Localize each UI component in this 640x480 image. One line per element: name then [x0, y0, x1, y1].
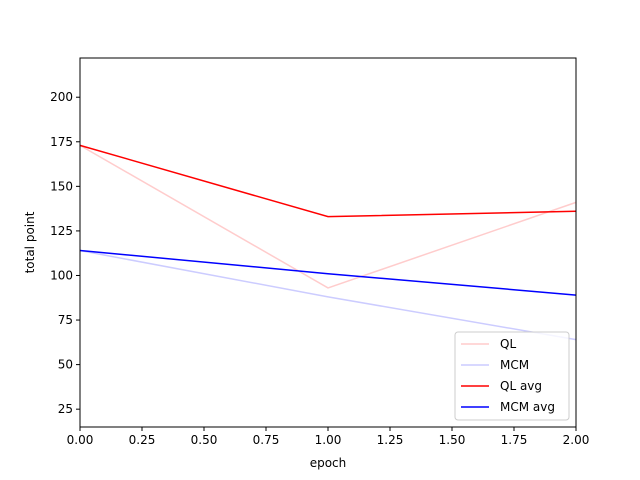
legend: QL MCM QL avg MCM avg — [454, 331, 570, 421]
y-tick-label: 25 — [58, 402, 73, 416]
x-tick-label: 2.00 — [563, 433, 590, 447]
x-tick-label: 1.50 — [439, 433, 466, 447]
y-tick-label: 50 — [58, 358, 73, 372]
series-line-ql — [79, 144, 577, 289]
x-tick-label: 0.75 — [253, 433, 280, 447]
series-layer — [79, 144, 577, 341]
x-tick-label: 0.50 — [191, 433, 218, 447]
legend-label-mcm-avg: MCM avg — [500, 400, 555, 414]
x-tick-label: 1.75 — [501, 433, 528, 447]
series-line-ql-avg — [79, 144, 577, 218]
y-tick-label: 150 — [50, 179, 73, 193]
y-axis: 25 50 75 100 125 150 175 200 — [50, 90, 80, 416]
x-tick-label: 0.00 — [67, 433, 94, 447]
y-tick-label: 125 — [50, 224, 73, 238]
y-tick-label: 75 — [58, 313, 73, 327]
y-tick-label: 100 — [50, 268, 73, 282]
series-line-mcm-avg — [79, 249, 577, 296]
legend-label-ql-avg: QL avg — [500, 379, 542, 393]
x-tick-label: 1.25 — [377, 433, 404, 447]
x-tick-label: 1.00 — [315, 433, 342, 447]
x-axis: 0.00 0.25 0.50 0.75 1.00 1.25 1.50 1.75 2.00 — [67, 427, 590, 447]
legend-label-ql: QL — [500, 337, 516, 351]
x-axis-label: epoch — [310, 456, 347, 470]
x-tick-label: 0.25 — [129, 433, 156, 447]
y-tick-label: 175 — [50, 135, 73, 149]
y-axis-label: total point — [23, 211, 37, 273]
y-tick-label: 200 — [50, 90, 73, 104]
legend-label-mcm: MCM — [500, 358, 529, 372]
legend-box — [454, 331, 570, 421]
series-line-mcm — [79, 249, 577, 341]
